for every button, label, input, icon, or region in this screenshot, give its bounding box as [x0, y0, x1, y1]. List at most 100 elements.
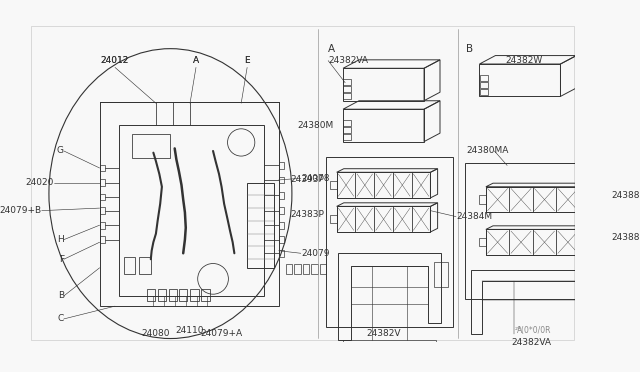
- Text: B: B: [58, 291, 64, 301]
- Bar: [179, 289, 188, 301]
- Bar: [374, 206, 393, 232]
- Bar: [311, 263, 318, 274]
- Bar: [355, 172, 374, 198]
- Bar: [285, 263, 292, 274]
- Bar: [532, 187, 556, 212]
- Bar: [100, 179, 105, 186]
- Text: G: G: [57, 147, 64, 155]
- Bar: [556, 230, 580, 255]
- Bar: [100, 236, 105, 243]
- Bar: [100, 193, 105, 201]
- Bar: [201, 289, 210, 301]
- Bar: [337, 172, 431, 198]
- Bar: [344, 79, 351, 85]
- Bar: [586, 277, 598, 296]
- Text: 24079: 24079: [301, 249, 330, 258]
- Bar: [344, 120, 351, 126]
- Bar: [486, 230, 580, 255]
- Bar: [190, 289, 198, 301]
- Text: A: A: [193, 56, 199, 65]
- Text: 24380M: 24380M: [297, 121, 333, 130]
- Bar: [479, 195, 486, 204]
- Text: ²°(0*0/0R: ²°(0*0/0R: [515, 326, 551, 334]
- Bar: [278, 177, 284, 183]
- Text: A: A: [328, 44, 335, 54]
- Bar: [355, 206, 374, 232]
- Bar: [319, 263, 326, 274]
- Bar: [344, 93, 351, 99]
- Text: 24380MA: 24380MA: [467, 147, 509, 155]
- Bar: [100, 102, 278, 306]
- Bar: [486, 230, 509, 255]
- Bar: [100, 222, 105, 228]
- Bar: [124, 257, 136, 274]
- Text: 24079+B: 24079+B: [0, 206, 42, 215]
- Text: 24384M: 24384M: [456, 212, 492, 221]
- Text: F: F: [59, 255, 64, 264]
- Bar: [147, 289, 155, 301]
- Bar: [480, 89, 488, 95]
- Text: A: A: [193, 56, 199, 65]
- Text: 24080: 24080: [141, 329, 170, 338]
- Bar: [278, 222, 284, 228]
- Bar: [412, 206, 431, 232]
- Bar: [412, 172, 431, 198]
- Bar: [344, 86, 351, 92]
- Bar: [337, 172, 355, 198]
- Bar: [509, 230, 532, 255]
- Bar: [132, 134, 170, 158]
- Bar: [278, 162, 284, 169]
- Bar: [374, 172, 393, 198]
- Bar: [479, 238, 486, 247]
- Text: 24012: 24012: [101, 56, 129, 65]
- Text: 24012: 24012: [101, 56, 129, 65]
- Bar: [119, 125, 264, 296]
- Bar: [393, 172, 412, 198]
- Bar: [278, 250, 284, 257]
- Bar: [337, 206, 355, 232]
- Bar: [393, 206, 412, 232]
- Text: A: A: [517, 326, 523, 334]
- Bar: [100, 207, 105, 214]
- Bar: [169, 289, 177, 301]
- Bar: [556, 187, 580, 212]
- Text: 24079+A: 24079+A: [200, 329, 243, 338]
- Bar: [486, 187, 509, 212]
- Text: 24393P: 24393P: [291, 176, 324, 185]
- Text: 24382VA: 24382VA: [511, 338, 551, 347]
- Bar: [157, 289, 166, 301]
- Bar: [247, 183, 275, 268]
- Bar: [278, 192, 284, 199]
- Text: 24020: 24020: [25, 178, 54, 187]
- Text: 24078: 24078: [301, 174, 330, 183]
- Bar: [330, 181, 337, 189]
- Text: 24110: 24110: [176, 326, 204, 334]
- Bar: [337, 206, 431, 232]
- Bar: [100, 164, 105, 171]
- Bar: [480, 82, 488, 88]
- Bar: [509, 187, 532, 212]
- Bar: [342, 340, 436, 350]
- Bar: [532, 230, 556, 255]
- Bar: [344, 134, 351, 140]
- Bar: [278, 236, 284, 243]
- Text: C: C: [58, 314, 64, 323]
- Bar: [486, 187, 580, 212]
- Bar: [480, 75, 488, 81]
- Bar: [278, 207, 284, 214]
- Text: B: B: [467, 44, 474, 54]
- Bar: [434, 262, 447, 288]
- Text: 24382V: 24382V: [366, 329, 401, 338]
- Bar: [326, 157, 452, 327]
- Bar: [330, 215, 337, 224]
- Bar: [344, 127, 351, 133]
- Bar: [139, 257, 151, 274]
- Bar: [303, 263, 309, 274]
- Bar: [465, 163, 609, 299]
- Text: 24382W: 24382W: [506, 56, 543, 65]
- Text: 24382VA: 24382VA: [328, 56, 368, 65]
- Text: E: E: [244, 56, 250, 65]
- Text: 24388P: 24388P: [611, 191, 640, 200]
- Text: E: E: [244, 56, 250, 65]
- Bar: [294, 263, 301, 274]
